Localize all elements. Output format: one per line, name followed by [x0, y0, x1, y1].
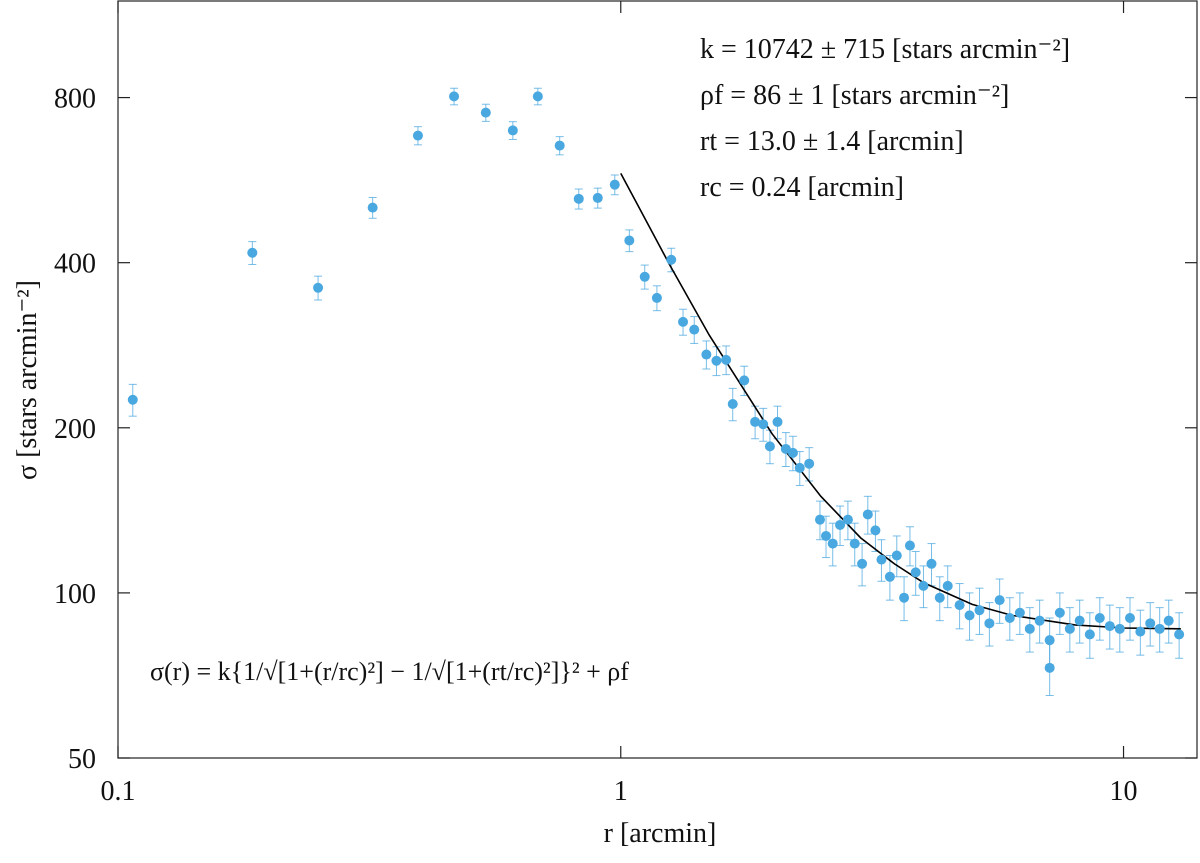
point: [1154, 623, 1165, 634]
point: [1004, 612, 1015, 623]
point: [666, 254, 677, 265]
point: [954, 600, 965, 611]
point: [910, 567, 921, 578]
point: [1044, 635, 1055, 646]
point: [870, 525, 881, 536]
point: [1145, 618, 1156, 629]
point: [804, 458, 815, 469]
point: [862, 509, 873, 520]
point: [884, 571, 895, 582]
point: [814, 514, 825, 525]
annotation: rc = 0.24 [arcmin]: [700, 172, 904, 203]
point: [127, 394, 138, 405]
x-tick-label: 0.1: [101, 776, 136, 807]
point: [842, 514, 853, 525]
point: [984, 618, 995, 629]
point: [727, 399, 738, 410]
point: [964, 610, 975, 621]
point: [918, 580, 929, 591]
point: [1124, 612, 1135, 623]
y-tick-label: 100: [54, 579, 96, 610]
point: [794, 462, 805, 473]
y-tick-label: 50: [68, 744, 96, 775]
point: [711, 355, 722, 366]
point: [721, 354, 732, 365]
y-tick-label: 800: [54, 84, 96, 115]
point: [1054, 607, 1065, 618]
point: [1024, 623, 1035, 634]
point: [1135, 626, 1146, 637]
point: [554, 140, 565, 151]
point: [974, 605, 985, 616]
annotation: ρf = 86 ± 1 [stars arcmin⁻²]: [700, 80, 1009, 111]
y-tick-label: 200: [54, 414, 96, 445]
point: [412, 130, 423, 141]
fit-line: [620, 172, 1181, 630]
point: [480, 107, 491, 118]
point: [1174, 629, 1185, 640]
point: [313, 282, 324, 293]
point: [772, 416, 783, 427]
point: [1094, 612, 1105, 623]
point: [787, 447, 798, 458]
y-tick-label: 400: [54, 249, 96, 280]
point: [609, 179, 620, 190]
point: [764, 441, 775, 452]
point: [904, 540, 915, 551]
formula: σ(r) = k{1/√[1+(r/rc)²] − 1/√[1+(rt/rc)²…: [150, 657, 629, 686]
point: [1084, 629, 1095, 640]
point: [1104, 621, 1115, 632]
point: [835, 519, 846, 530]
point: [899, 592, 910, 603]
point: [1163, 615, 1174, 626]
point: [1064, 623, 1075, 634]
point: [1034, 615, 1045, 626]
point: [857, 558, 868, 569]
point: [926, 558, 937, 569]
point: [891, 550, 902, 561]
point: [573, 193, 584, 204]
point: [1014, 607, 1025, 618]
point: [678, 316, 689, 327]
point: [750, 416, 761, 427]
point: [821, 530, 832, 541]
point: [849, 538, 860, 549]
point: [689, 324, 700, 335]
point: [701, 349, 712, 360]
point: [934, 592, 945, 603]
x-tick-label: 10: [1110, 776, 1138, 807]
point: [758, 419, 769, 430]
y-axis-label: σ [stars arcmin⁻²]: [12, 280, 43, 480]
point: [942, 580, 953, 591]
point: [532, 91, 543, 102]
point: [639, 271, 650, 282]
point: [624, 235, 635, 246]
point: [651, 292, 662, 303]
point: [994, 595, 1005, 606]
point: [827, 538, 838, 549]
point: [367, 202, 378, 213]
x-tick-label: 1: [614, 776, 628, 807]
point: [1074, 615, 1085, 626]
x-axis-label: r [arcmin]: [604, 818, 717, 849]
point: [739, 375, 750, 386]
point: [247, 247, 258, 258]
point: [449, 91, 460, 102]
point: [876, 554, 887, 565]
point: [507, 125, 518, 136]
plot-frame: [117, 0, 1198, 759]
annotation: k = 10742 ± 715 [stars arcmin⁻²]: [700, 34, 1070, 65]
point: [1114, 623, 1125, 634]
annotation: rt = 13.0 ± 1.4 [arcmin]: [700, 126, 964, 157]
point: [592, 192, 603, 203]
point: [1044, 662, 1055, 673]
